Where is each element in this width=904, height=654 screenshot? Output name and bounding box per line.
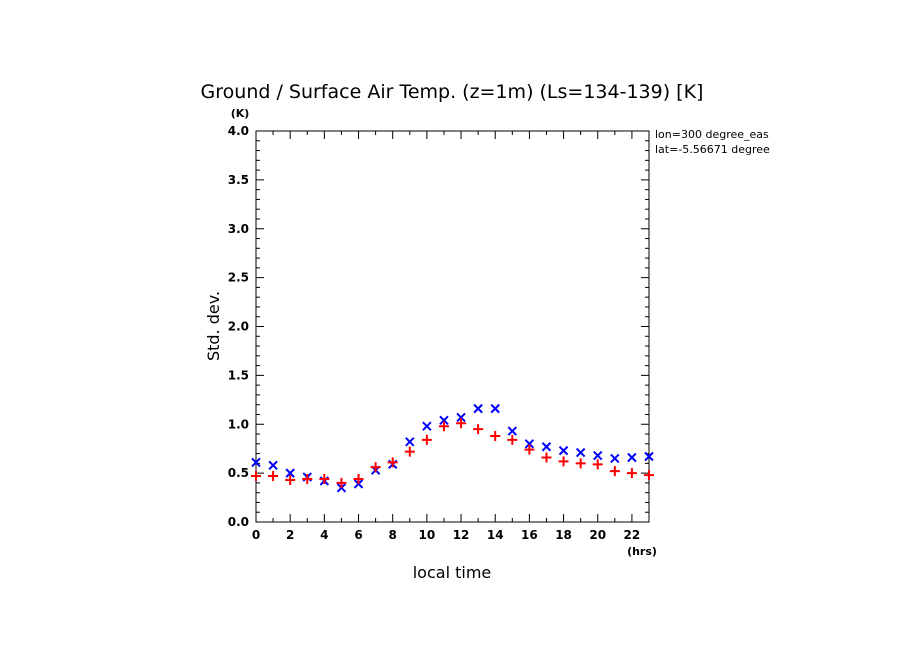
x-marker-point [422, 421, 432, 431]
x-marker-point [285, 468, 295, 478]
plus-marker-point [268, 471, 279, 482]
x-unit-label: (hrs) [627, 545, 657, 558]
data-marks [251, 403, 654, 493]
plus-marker-point [541, 452, 552, 463]
plus-marker-point [490, 430, 501, 441]
plus-marker-point [302, 473, 313, 484]
x-marker-point [541, 442, 552, 452]
x-marker-point [610, 453, 620, 464]
y-tick-label: 3.5 [228, 173, 249, 187]
y-tick-label: 1.5 [228, 368, 249, 382]
plus-marker-point [524, 444, 535, 455]
x-marker-point [456, 412, 466, 423]
x-tick-label: 2 [286, 528, 294, 542]
plus-marker-point [319, 473, 330, 484]
x-tick-label: 12 [453, 528, 470, 542]
y-tick-label: 2.5 [228, 271, 249, 285]
x-marker-point [473, 403, 483, 414]
plus-marker-point [456, 418, 467, 429]
plus-marker-point [609, 466, 620, 477]
plus-marker-point [473, 424, 484, 435]
x-marker-point [593, 450, 603, 461]
y-unit-label: (K) [231, 107, 250, 120]
x-tick-label: 20 [589, 528, 606, 542]
x-tick-label: 18 [555, 528, 572, 542]
y-tick-label: 2.0 [228, 320, 249, 334]
x-marker-point [268, 460, 278, 471]
x-tick-label: 0 [252, 528, 260, 542]
x-tick-label: 14 [487, 528, 504, 542]
plus-marker-point [370, 462, 381, 473]
x-axis-label: local time [413, 563, 492, 582]
chart-title: Ground / Surface Air Temp. (z=1m) (Ls=13… [201, 81, 704, 103]
x-marker-point [439, 415, 449, 426]
x-tick-label: 8 [389, 528, 397, 542]
y-tick-label: 3.0 [228, 222, 249, 236]
lon-annotation: lon=300 degree_eas [655, 128, 769, 141]
x-tick-label: 6 [354, 528, 362, 542]
y-axis-label: Std. dev. [204, 291, 223, 361]
plus-marker-point [575, 458, 586, 469]
x-marker-point [644, 451, 654, 462]
y-tick-label: 0.5 [228, 466, 249, 480]
x-marker-point [558, 445, 569, 456]
y-tick-label: 1.0 [228, 417, 249, 431]
x-tick-label: 22 [624, 528, 641, 542]
x-marker-point [575, 447, 586, 458]
plus-marker-point [592, 459, 603, 470]
plus-marker-point [336, 477, 347, 488]
y-tick-label: 4.0 [228, 124, 249, 138]
x-marker-point [524, 439, 535, 449]
series-1 [251, 418, 654, 488]
plus-marker-point [387, 457, 398, 468]
x-marker-point [490, 403, 500, 414]
plus-marker-point [626, 468, 637, 479]
plus-marker-point [285, 474, 296, 485]
lat-annotation: lat=-5.56671 degree [655, 143, 770, 156]
plus-marker-point [404, 446, 415, 457]
plus-marker-point [644, 470, 654, 481]
x-marker-point [507, 426, 518, 436]
x-marker-point [251, 457, 261, 468]
plus-marker-point [251, 471, 261, 482]
plus-marker-point [353, 473, 364, 484]
plus-marker-point [507, 434, 518, 445]
x-tick-label: 4 [320, 528, 328, 542]
plot-frame [255, 130, 650, 523]
x-marker-point [627, 452, 637, 463]
y-tick-label: 0.0 [228, 515, 249, 529]
plus-marker-point [438, 421, 449, 432]
x-tick-label: 16 [521, 528, 538, 542]
x-marker-point [405, 437, 415, 447]
axis-ticks: 0 2 4 6 8 10 12 14 16 18 20 22 0.0 0.5 1.0 1.5 2.0 2.5 3.0… [228, 124, 650, 542]
plus-marker-point [421, 434, 432, 445]
x-tick-label: 10 [419, 528, 436, 542]
plus-marker-point [558, 456, 569, 467]
